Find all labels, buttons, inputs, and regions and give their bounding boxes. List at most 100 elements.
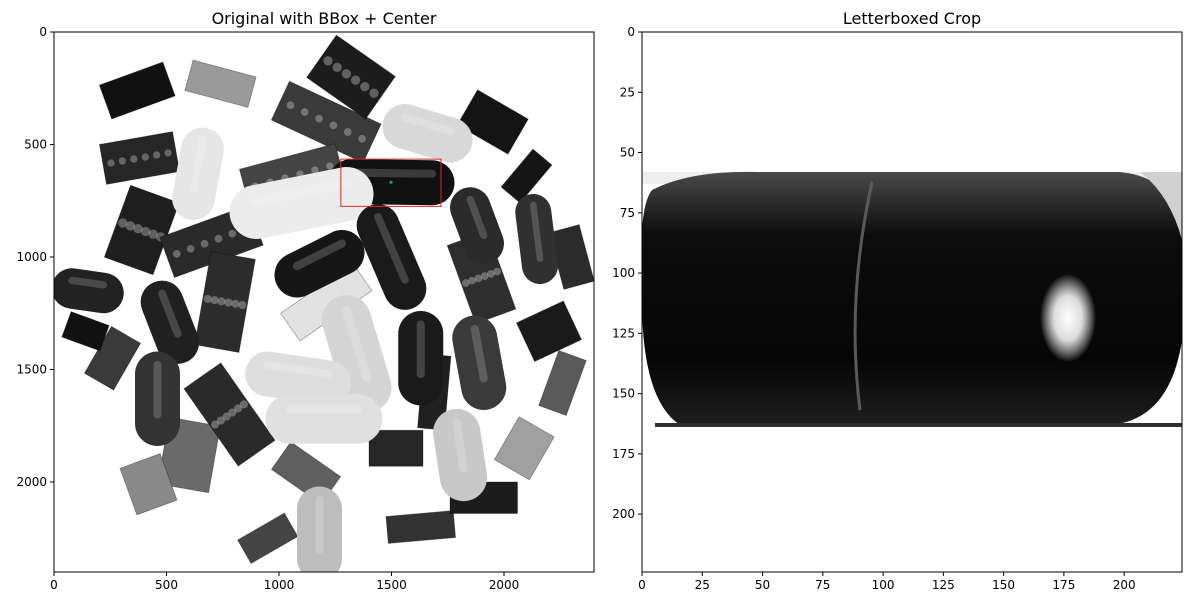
right-x-tick-label: 0 <box>638 578 646 592</box>
right-chart-title: Letterboxed Crop <box>843 9 981 28</box>
left-overlay <box>340 158 442 207</box>
scene-capsule <box>515 194 558 284</box>
right-y-tick-label: 50 <box>620 146 635 160</box>
right-y-tick-label: 175 <box>612 447 635 461</box>
scene-block-hole <box>234 404 243 413</box>
scene-block-hole <box>222 412 231 421</box>
scene-block-hole <box>228 229 237 238</box>
right-x-tick-label: 75 <box>815 578 830 592</box>
scene-block-hole <box>118 218 128 228</box>
scene-capsule <box>245 351 351 406</box>
scene-plate <box>456 89 529 155</box>
crop-capsule-body <box>642 171 1182 425</box>
scene-block-hole <box>107 159 115 167</box>
right-y-tick-label: 125 <box>612 326 635 340</box>
left-scene-objects <box>54 34 594 572</box>
scene-plate <box>538 349 587 417</box>
scene-capsule-sheen <box>263 360 333 379</box>
right-x-tick-label: 25 <box>695 578 710 592</box>
panel-crop: Letterboxed Crop 0 25 50 75 100 125 150 175 200 … <box>612 9 1183 592</box>
scene-capsule <box>450 187 504 264</box>
scene-block <box>270 80 382 164</box>
scene-block-hole <box>487 269 495 278</box>
scene-block-hole <box>493 267 502 276</box>
scene-block-hole <box>468 276 476 285</box>
scene-block-hole <box>474 274 483 283</box>
left-x-tick-label: 0 <box>50 578 58 592</box>
scene-capsule <box>229 167 374 239</box>
scene-block-hole <box>141 153 149 161</box>
scene-block-hole <box>200 239 209 248</box>
right-x-tick-label: 175 <box>1052 578 1075 592</box>
scene-block-hole <box>306 310 313 317</box>
right-y-tick-label: 200 <box>612 507 635 521</box>
crop-right-corner <box>1140 172 1182 240</box>
scene-capsule-sheen <box>158 289 182 338</box>
scene-block-hole <box>118 157 127 165</box>
scene-block-hole <box>216 416 225 425</box>
scene-block-hole <box>295 318 302 325</box>
left-x-axis: 0 500 1000 1500 2000 <box>50 572 519 592</box>
scene-capsule-sheen <box>470 324 488 383</box>
scene-block-hole <box>152 151 161 159</box>
right-axes-frame <box>641 31 1183 573</box>
scene-block-hole <box>300 108 309 116</box>
scene-capsule-sheen <box>530 201 544 263</box>
left-chart-title: Original with BBox + Center <box>212 9 437 28</box>
left-axes-frame <box>53 31 595 573</box>
scene-capsule <box>452 315 507 410</box>
scene-block-hole <box>140 226 151 237</box>
right-x-tick-label: 150 <box>992 578 1015 592</box>
scene-block-hole <box>130 155 138 163</box>
right-y-axis: 0 25 50 75 100 125 150 175 200 <box>612 25 642 521</box>
panel-original: Original with BBox + Center 0 500 1000 1500… <box>16 9 595 592</box>
scene-capsule <box>433 408 488 502</box>
scene-block-hole <box>341 69 352 79</box>
scene-capsule-sheen <box>452 418 468 473</box>
scene-block-hole <box>329 121 338 130</box>
left-x-tick-label: 1500 <box>376 578 407 592</box>
scene-plate <box>493 416 555 481</box>
scene-capsule-sheen <box>400 113 455 136</box>
crop-highlight <box>1040 274 1096 362</box>
scene-block-hole <box>286 101 295 110</box>
scene-plate <box>119 453 178 516</box>
left-y-tick-label: 0 <box>39 25 47 39</box>
scene-capsule-sheen <box>292 239 347 271</box>
scene-plate <box>368 429 424 467</box>
scene-plate <box>98 61 176 120</box>
scene-block-hole <box>351 279 358 286</box>
right-x-tick-label: 50 <box>755 578 770 592</box>
scene-plate <box>500 148 553 204</box>
scene-block-hole <box>323 56 333 66</box>
scene-block-hole <box>360 82 370 92</box>
scene-block-hole <box>210 296 219 305</box>
right-x-tick-label: 200 <box>1113 578 1136 592</box>
scene-capsule-sheen <box>68 276 108 289</box>
scene-block-hole <box>317 302 324 309</box>
scene-capsule-sheen <box>189 136 207 194</box>
right-y-tick-label: 100 <box>612 266 635 280</box>
crop-image <box>642 171 1182 427</box>
left-y-tick-label: 1500 <box>16 363 47 377</box>
scene-capsule <box>172 127 224 220</box>
left-x-tick-label: 1000 <box>264 578 295 592</box>
scene-capsule <box>54 268 124 314</box>
scene-plate <box>237 512 299 564</box>
scene-block-hole <box>186 244 195 253</box>
left-y-axis: 0 500 1000 1500 2000 <box>16 25 54 489</box>
scene-capsule-sheen <box>374 213 409 284</box>
scene-block-hole <box>164 149 172 157</box>
left-x-tick-label: 500 <box>155 578 178 592</box>
scene-block-hole <box>231 299 240 308</box>
scene-plate <box>184 59 257 108</box>
crop-seam-line <box>853 181 874 411</box>
scene-capsule <box>274 230 365 298</box>
scene-block-hole <box>480 272 489 280</box>
right-y-tick-label: 0 <box>627 25 635 39</box>
scene-block-hole <box>350 75 361 85</box>
scene-block-hole <box>224 298 233 307</box>
scene-block-hole <box>369 88 379 98</box>
left-x-tick-label: 2000 <box>489 578 520 592</box>
scene-block-hole <box>343 128 352 136</box>
